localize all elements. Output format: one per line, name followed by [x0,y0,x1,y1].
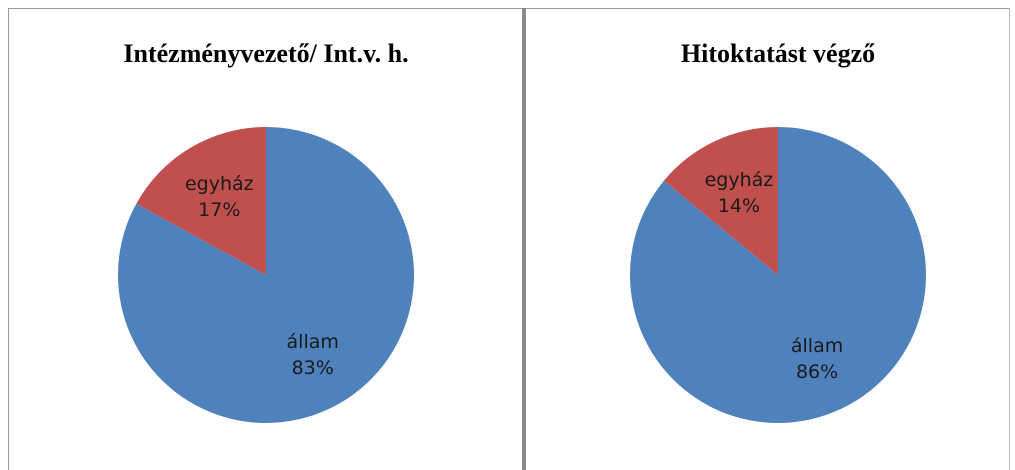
divider [522,8,526,470]
slice-category: egyház [705,169,774,191]
slice-category: állam [791,335,843,357]
slice-value: 83% [292,357,334,379]
chart-title: Hitoktatást végző [681,39,875,68]
slice-category: egyház [185,173,254,195]
charts: Intézményvezető/ Int.v. h. állam 83% egyház… [118,39,926,423]
slice-value: 17% [198,199,240,221]
pie-slice [136,126,266,275]
slice-category: állam [287,331,339,353]
slice-value: 86% [796,361,838,383]
chart-title: Intézményvezető/ Int.v. h. [123,39,408,68]
slice-value: 14% [718,195,760,217]
pie-slice [663,127,778,275]
